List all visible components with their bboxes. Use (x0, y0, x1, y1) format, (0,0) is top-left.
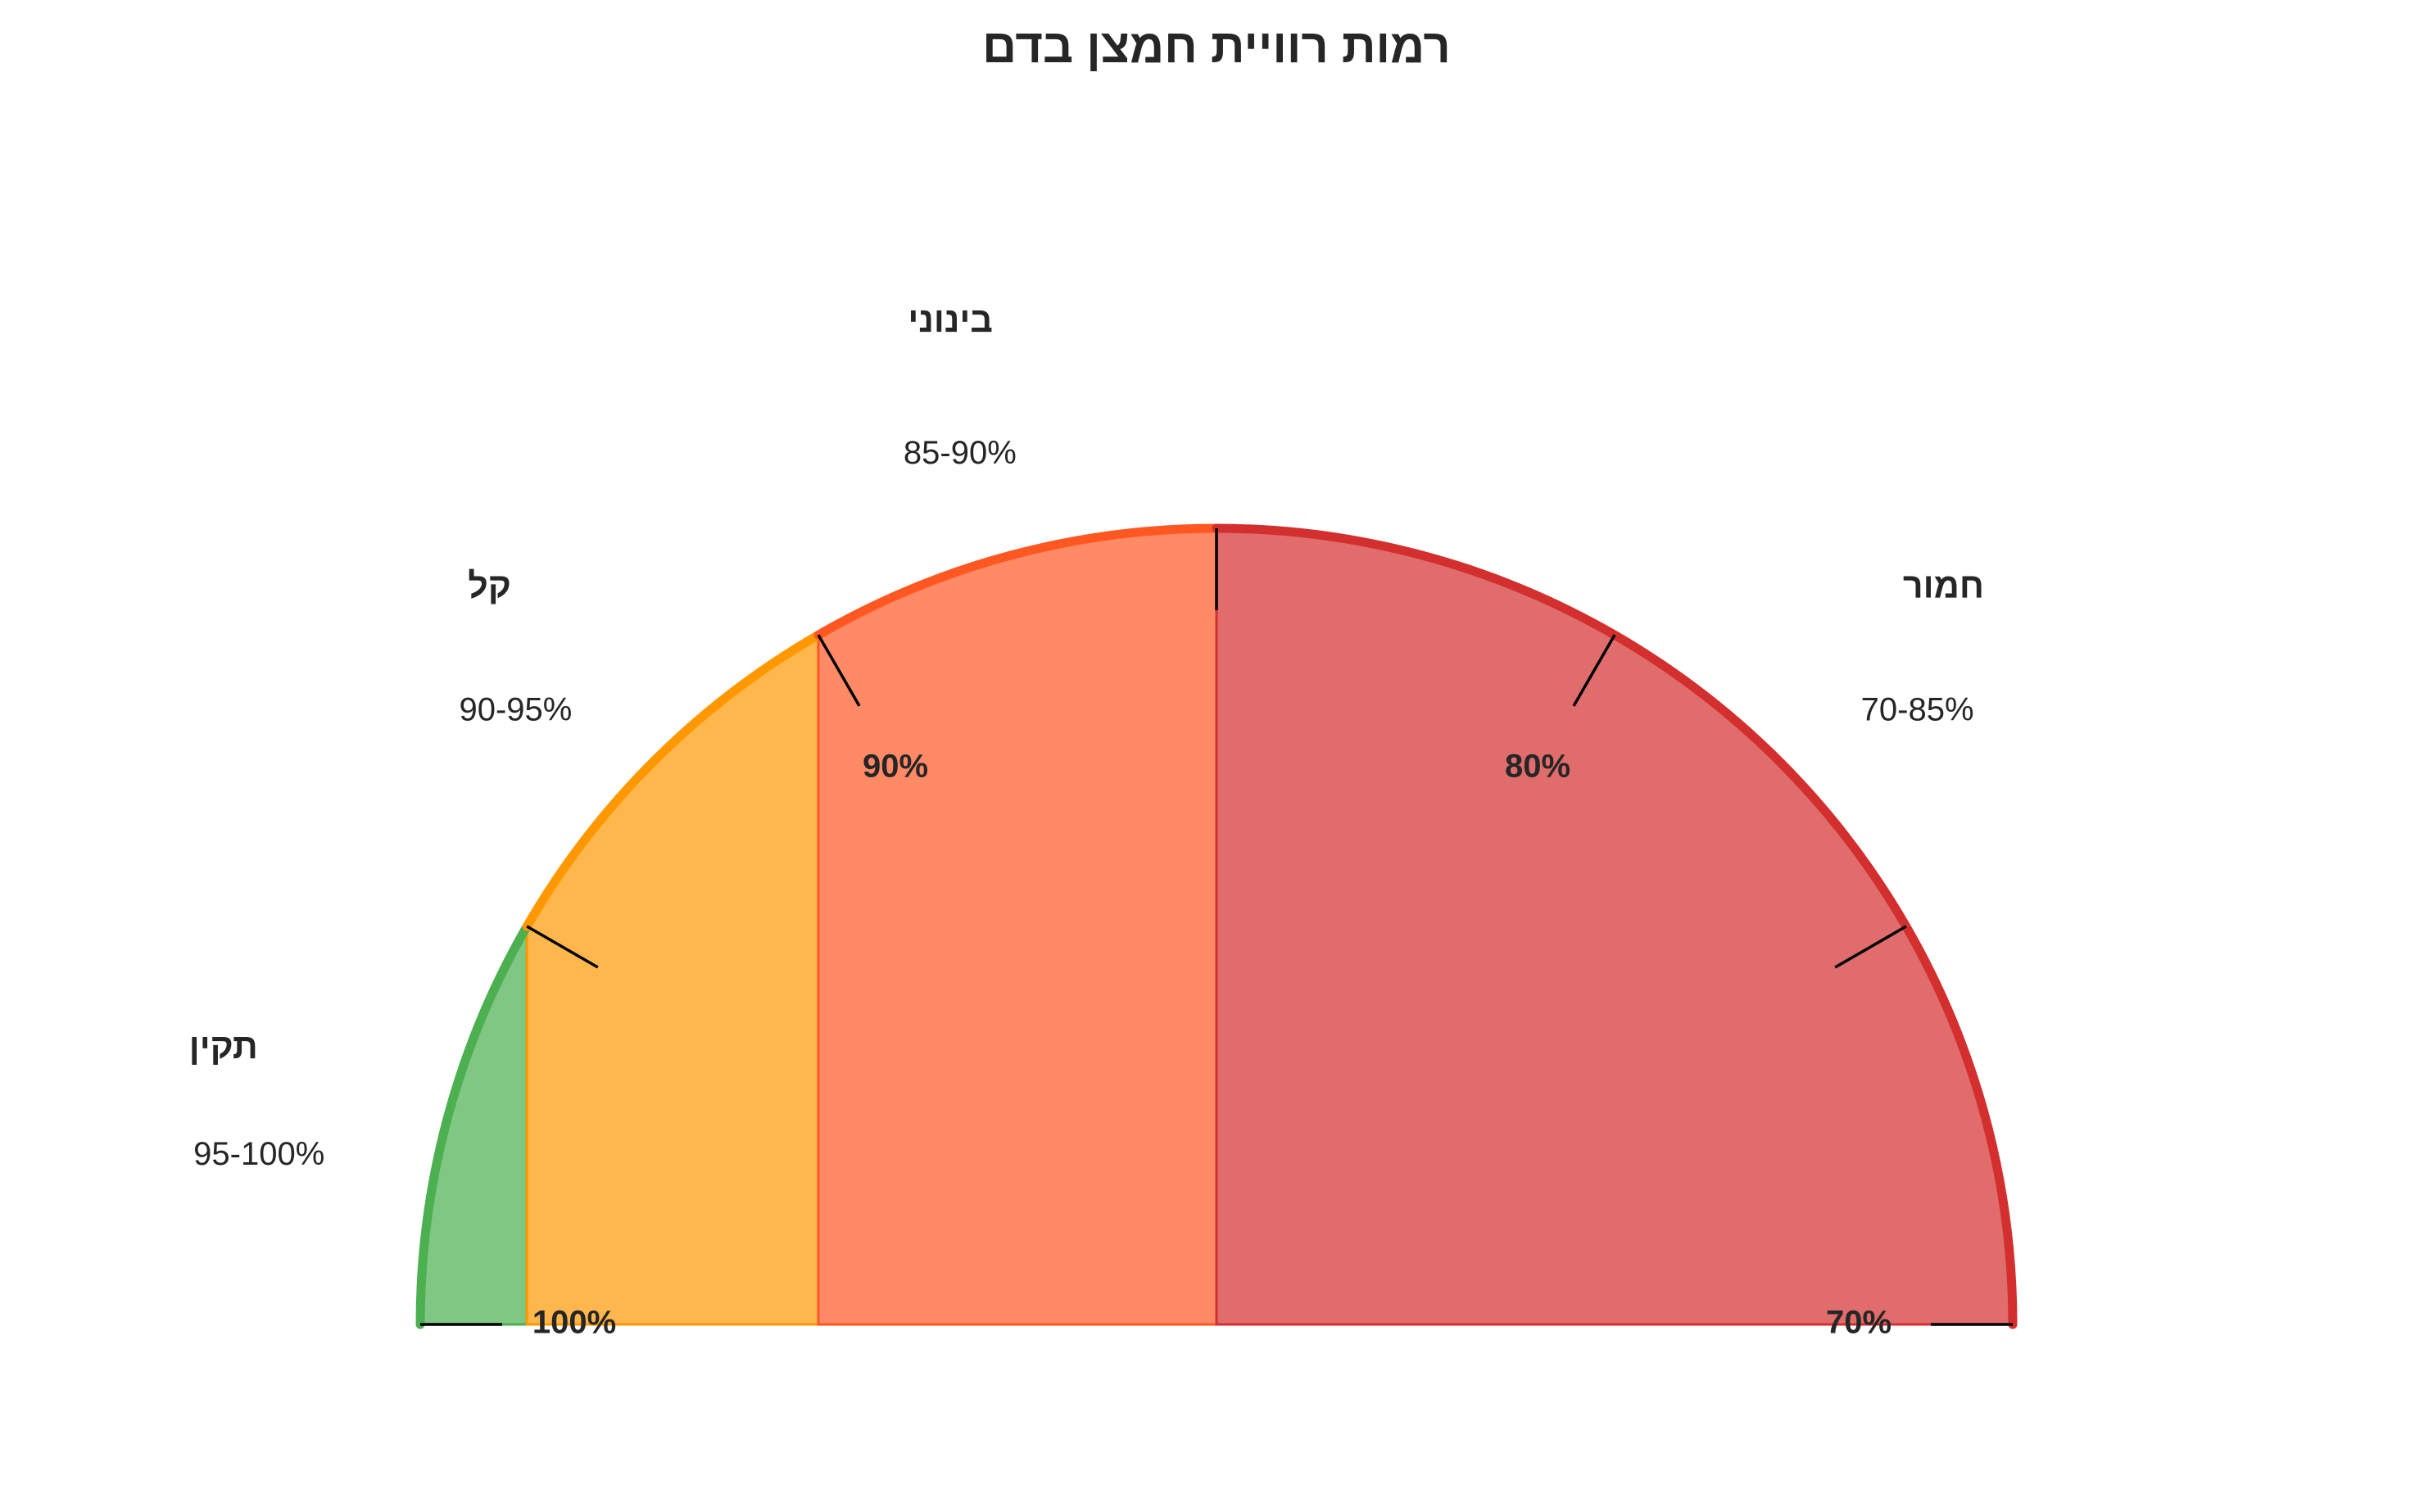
tick-label-70: 70% (1826, 1305, 1892, 1341)
chart-title: רמות רוויית חמצן בדם (982, 20, 1451, 73)
zone-3-name: בינוני (908, 301, 993, 340)
tick-label-80: 80% (1505, 749, 1570, 785)
tick-90 (817, 634, 861, 707)
zone-1-range: 95-100% (193, 1136, 324, 1172)
tick-75 (1834, 925, 1907, 969)
ticks-layer: 100% 90% 80% 70% (420, 528, 2013, 1341)
zone-2-range: 90-95% (459, 691, 572, 727)
zone-3-arc (813, 523, 1221, 640)
zone-2-name: קל (468, 567, 511, 606)
zones-layer (419, 527, 2014, 1326)
tick-label-100: 100% (532, 1305, 616, 1341)
zone-3-range: 85-90% (904, 435, 1017, 471)
zone-1-arc (415, 921, 532, 1329)
zone-4-arc (1212, 523, 2018, 1329)
zone-2-arc (522, 630, 823, 931)
zone-3-fill (817, 527, 1218, 1326)
zone-4-name: חמור (1903, 567, 1984, 606)
tick-95 (526, 925, 599, 969)
zone-arcs-layer (415, 523, 2018, 1329)
tick-80 (1572, 634, 1616, 707)
zone-4-range: 70-85% (1861, 691, 1974, 727)
zone-1-fill (419, 921, 528, 1326)
zone-labels-layer: תקין 95-100% קל 90-95% בינוני 85-90% חמור 70-85… (189, 301, 1984, 1172)
zone-1-name: תקין (189, 1027, 258, 1066)
zone-4-fill (1215, 527, 2014, 1326)
tick-label-90: 90% (863, 749, 928, 785)
